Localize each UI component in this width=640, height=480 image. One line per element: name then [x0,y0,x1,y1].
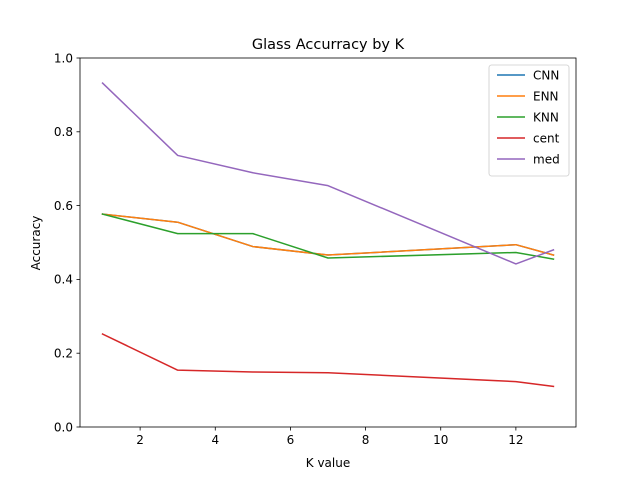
legend-box [488,64,570,177]
legend-label-med: med [533,152,560,166]
legend-label-enn: ENN [533,89,559,103]
series-line-enn [101,213,555,256]
x-tick-label: 4 [211,433,219,447]
x-tick-label: 2 [136,433,144,447]
axes-layer: 2 4 6 8 10 12 0.0 0.2 0.4 0.6 0.8 1.0 [54,51,577,447]
legend: CNN ENN KNN cent med [488,64,570,177]
plot-frame [79,57,577,428]
legend-label-cent: cent [533,131,560,145]
y-tick-label: 0.2 [54,347,73,361]
y-tick-label: 1.0 [54,51,73,65]
y-tick-label: 0.0 [54,420,73,434]
series-line-med [101,82,555,265]
x-tick-label: 10 [433,433,448,447]
series-line-cnn [101,213,555,256]
legend-label-knn: KNN [533,110,559,124]
x-axis-label: K value [306,456,350,470]
series-layer [101,82,555,388]
chart-title: Glass Accurracy by K [252,37,405,53]
series-line-knn [101,213,555,260]
y-tick-label: 0.4 [54,273,73,287]
x-tick-label: 8 [362,433,370,447]
y-tick-label: 0.6 [54,199,73,213]
x-tick-label: 12 [508,433,523,447]
series-line-cent [101,333,555,388]
legend-label-cnn: CNN [533,68,559,82]
y-axis-label: Accuracy [29,216,43,271]
y-tick-label: 0.8 [54,125,73,139]
x-tick-label: 6 [287,433,295,447]
